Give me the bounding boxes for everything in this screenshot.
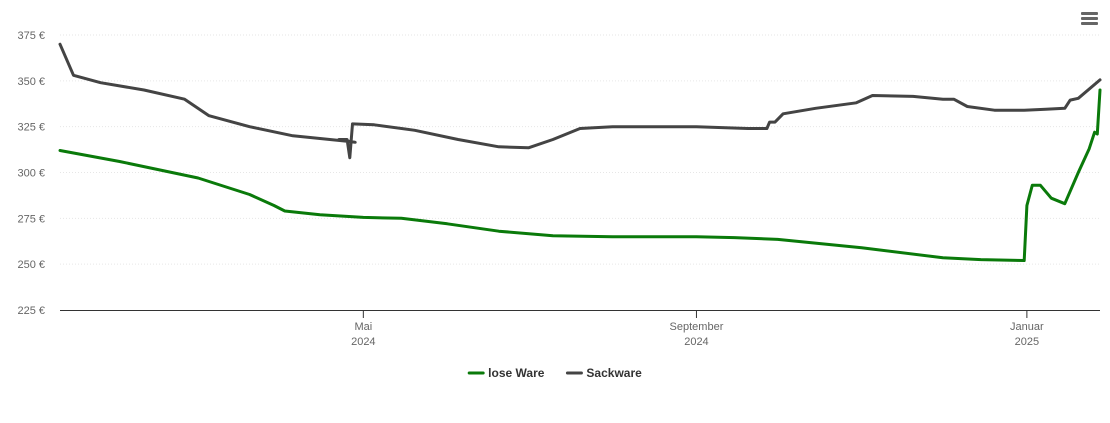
x-tick-label-year: 2025: [1015, 336, 1039, 348]
chart-menu-icon[interactable]: [1078, 10, 1100, 32]
x-tick-label-year: 2024: [684, 336, 708, 348]
y-tick-label: 225 €: [17, 305, 45, 317]
y-tick-label: 350 €: [17, 76, 45, 88]
legend: lose Ware Sackware: [467, 366, 642, 380]
menu-bar: [1080, 12, 1098, 15]
y-tick-label: 325 €: [17, 122, 45, 134]
grid-lines: [60, 34, 1100, 265]
y-tick-label: 250 €: [17, 259, 45, 271]
y-tick-label: 375 €: [17, 30, 45, 42]
series-lines: [58, 42, 1102, 262]
x-tick-label-year: 2024: [351, 336, 375, 348]
legend-item[interactable]: lose Ware: [467, 366, 545, 380]
y-axis-labels: 225 € 250 € 275 € 300 € 325 € 350 € 375 €: [17, 30, 45, 317]
legend-label: Sackware: [586, 366, 642, 380]
menu-bar: [1080, 17, 1098, 20]
x-tick-label-month: Mai: [354, 321, 372, 333]
series-line-sackware: [58, 42, 1102, 160]
legend-label: lose Ware: [488, 366, 545, 380]
x-axis-ticks: Mai 2024 September 2024 Januar 2025: [351, 310, 1044, 348]
menu-bar: [1080, 22, 1098, 25]
y-tick-label: 300 €: [17, 168, 45, 180]
x-tick-label-month: September: [670, 321, 724, 333]
series-line-lose-ware: [58, 88, 1102, 262]
legend-item[interactable]: Sackware: [565, 366, 642, 380]
y-tick-label: 275 €: [17, 213, 45, 225]
x-tick-label-month: Januar: [1010, 321, 1044, 333]
